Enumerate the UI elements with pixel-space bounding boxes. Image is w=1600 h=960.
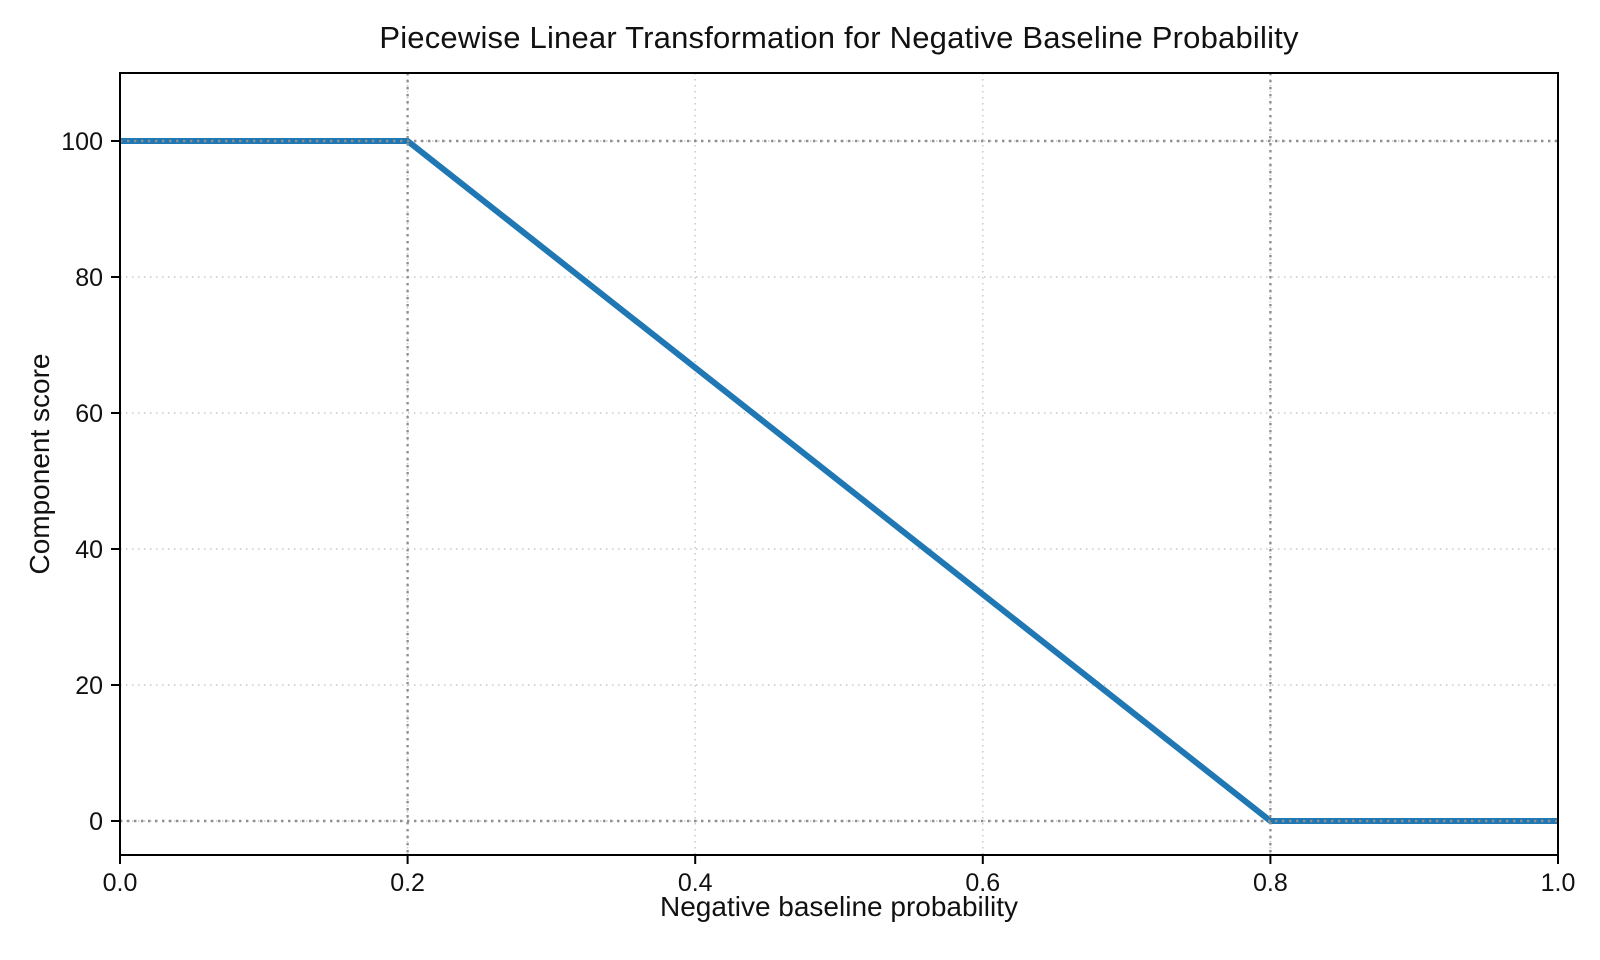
chart-title: Piecewise Linear Transformation for Nega…: [379, 20, 1299, 55]
x-tick-label: 0.6: [965, 869, 1000, 897]
data-line: [120, 138, 1558, 824]
x-tick-label: 0.0: [103, 869, 138, 897]
x-tick-label: 0.4: [678, 869, 713, 897]
y-tick-label: 40: [75, 536, 103, 564]
y-tick-label: 20: [75, 672, 103, 700]
y-tick-label: 0: [89, 808, 103, 836]
axes-spines: [119, 72, 1559, 856]
y-tick-label: 80: [75, 264, 103, 292]
x-tick-label: 0.8: [1253, 869, 1288, 897]
x-axis-label: Negative baseline probability: [660, 891, 1018, 922]
x-tick-label: 0.2: [390, 869, 425, 897]
y-tick-label: 100: [61, 128, 103, 156]
y-tick-label: 60: [75, 400, 103, 428]
x-tick-label: 1.0: [1541, 869, 1576, 897]
